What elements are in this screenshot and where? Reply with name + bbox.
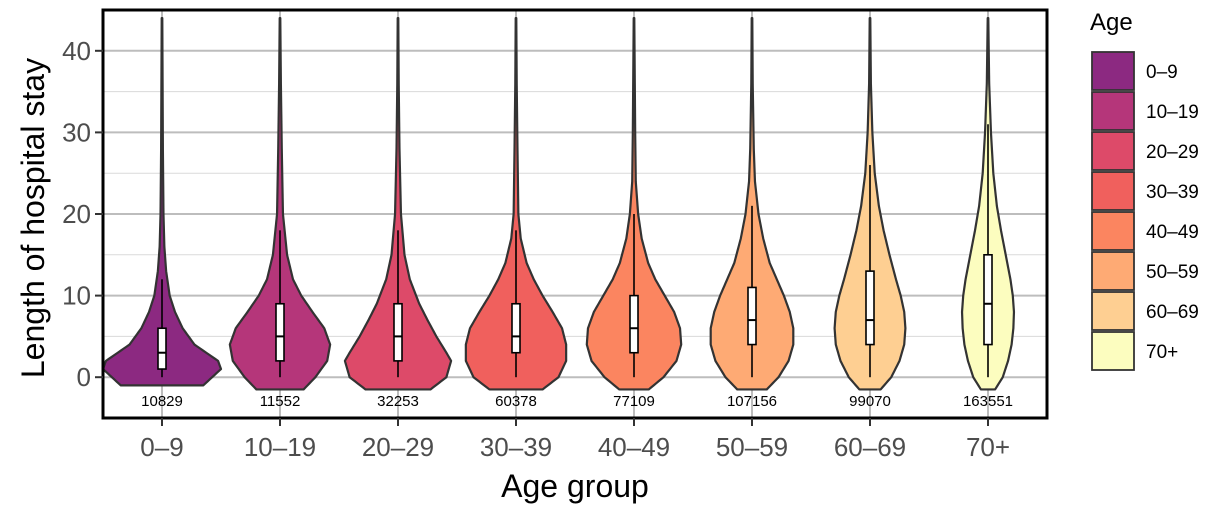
legend-label-6: 50–59 bbox=[1146, 262, 1199, 283]
x-tick-label: 30–39 bbox=[480, 432, 552, 462]
legend-key-8 bbox=[1091, 331, 1135, 371]
x-tick-label: 50–59 bbox=[716, 432, 788, 462]
y-axis-title: Length of hospital stay bbox=[15, 58, 51, 378]
legend-key-7 bbox=[1091, 291, 1135, 331]
box-4 bbox=[511, 302, 521, 354]
x-tick-label: 10–19 bbox=[244, 432, 316, 462]
count-label-7: 99070 bbox=[849, 393, 891, 410]
count-label-2: 11552 bbox=[260, 393, 301, 410]
legend-key-6 bbox=[1091, 251, 1135, 291]
x-tick-label: 70+ bbox=[966, 432, 1010, 462]
x-tick-label: 40–49 bbox=[598, 432, 670, 462]
x-axis-title: Age group bbox=[501, 468, 649, 504]
legend-label-8: 70+ bbox=[1146, 342, 1178, 363]
count-label-6: 107156 bbox=[727, 393, 777, 410]
count-labels: 10829 11552 32253 60378 77109 107156 99070 1635… bbox=[141, 393, 1013, 410]
violin-3 bbox=[343, 17, 453, 391]
box-6 bbox=[747, 286, 757, 346]
violins bbox=[101, 17, 1016, 391]
box-2 bbox=[275, 302, 285, 362]
violin-4 bbox=[464, 17, 568, 391]
violin-5 bbox=[585, 17, 683, 391]
box-7 bbox=[865, 270, 875, 346]
x-tick-label: 0–9 bbox=[140, 432, 183, 462]
x-tick-label: 60–69 bbox=[834, 432, 906, 462]
box-5 bbox=[629, 294, 639, 354]
x-axis: 0–9 10–19 20–29 30–39 40–49 50–59 60–69 70+ bbox=[140, 418, 1010, 462]
x-tick-label: 20–29 bbox=[362, 432, 434, 462]
legend-label-2: 10–19 bbox=[1146, 102, 1199, 123]
violin-1 bbox=[101, 17, 223, 387]
box-3 bbox=[393, 302, 403, 362]
count-label-4: 60378 bbox=[495, 393, 537, 410]
y-tick-label: 30 bbox=[62, 117, 91, 147]
y-tick-label: 10 bbox=[62, 281, 91, 311]
legend-label-4: 30–39 bbox=[1146, 182, 1199, 203]
violin-2 bbox=[228, 17, 332, 391]
legend: Age 0–9 10–19 20–29 30–39 40–49 50–59 60–69 70+ bbox=[1090, 9, 1199, 371]
legend-key-1 bbox=[1091, 51, 1135, 91]
legend-title: Age bbox=[1090, 9, 1133, 36]
legend-label-7: 60–69 bbox=[1146, 302, 1199, 323]
count-label-8: 163551 bbox=[963, 393, 1013, 410]
count-label-1: 10829 bbox=[141, 393, 183, 410]
count-label-5: 77109 bbox=[613, 393, 655, 410]
count-label-3: 32253 bbox=[377, 393, 419, 410]
legend-label-1: 0–9 bbox=[1146, 62, 1178, 83]
legend-key-2 bbox=[1091, 91, 1135, 131]
y-tick-label: 20 bbox=[62, 199, 91, 229]
box-8 bbox=[983, 254, 993, 346]
y-axis: 0 10 20 30 40 bbox=[62, 36, 103, 392]
legend-key-3 bbox=[1091, 131, 1135, 171]
box-1 bbox=[157, 327, 167, 370]
legend-key-5 bbox=[1091, 211, 1135, 251]
legend-key-4 bbox=[1091, 171, 1135, 211]
violin-6 bbox=[709, 17, 795, 391]
y-tick-label: 0 bbox=[77, 362, 91, 392]
legend-label-3: 20–29 bbox=[1146, 142, 1199, 163]
legend-label-5: 40–49 bbox=[1146, 222, 1199, 243]
y-tick-label: 40 bbox=[62, 36, 91, 66]
